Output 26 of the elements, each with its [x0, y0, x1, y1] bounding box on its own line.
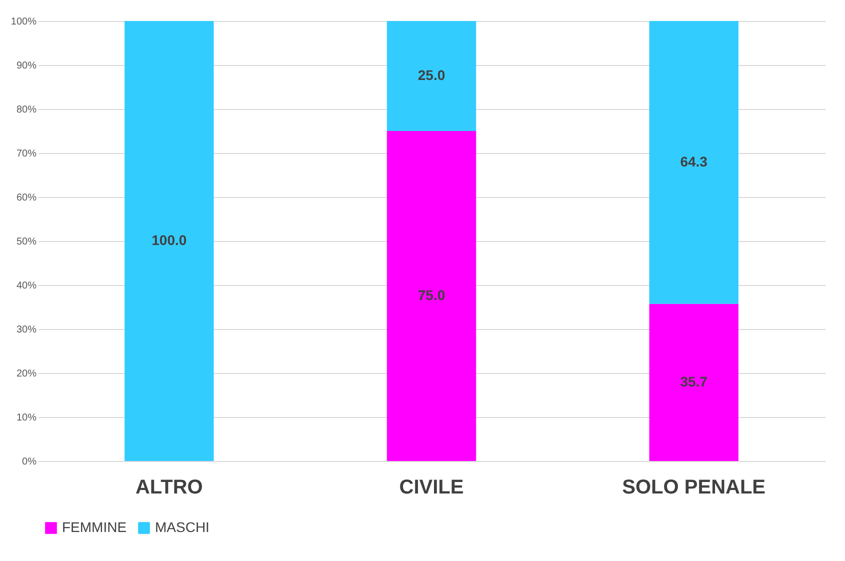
y-tick-label: 0% [22, 456, 37, 468]
y-tick-label: 40% [16, 280, 37, 292]
bar [386, 21, 476, 131]
y-tick-label: 30% [16, 324, 37, 336]
legend-label: FEMMINE [62, 519, 127, 535]
y-tick-label: 80% [16, 104, 37, 116]
data-label: 25.0 [418, 67, 446, 83]
y-tick-label: 60% [16, 192, 37, 204]
x-tick-label: ALTRO [135, 476, 203, 498]
bar [386, 131, 476, 461]
bar [649, 21, 738, 304]
bar [649, 304, 738, 461]
y-tick-label: 20% [16, 368, 37, 380]
data-label: 64.3 [680, 153, 708, 170]
y-tick-label: 70% [16, 148, 37, 160]
y-tick-label: 50% [16, 236, 37, 248]
data-label: 35.7 [680, 373, 708, 390]
data-label: 100.0 [152, 232, 187, 248]
y-tick-label: 100% [10, 16, 37, 28]
y-tick-label: 90% [16, 60, 37, 72]
legend-label: MASCHI [155, 519, 210, 535]
data-label: 75.0 [418, 287, 446, 303]
x-tick-label: CIVILE [399, 476, 464, 498]
x-tick-label: SOLO PENALE [622, 476, 766, 498]
y-tick-label: 10% [16, 412, 37, 424]
bar [124, 21, 214, 461]
